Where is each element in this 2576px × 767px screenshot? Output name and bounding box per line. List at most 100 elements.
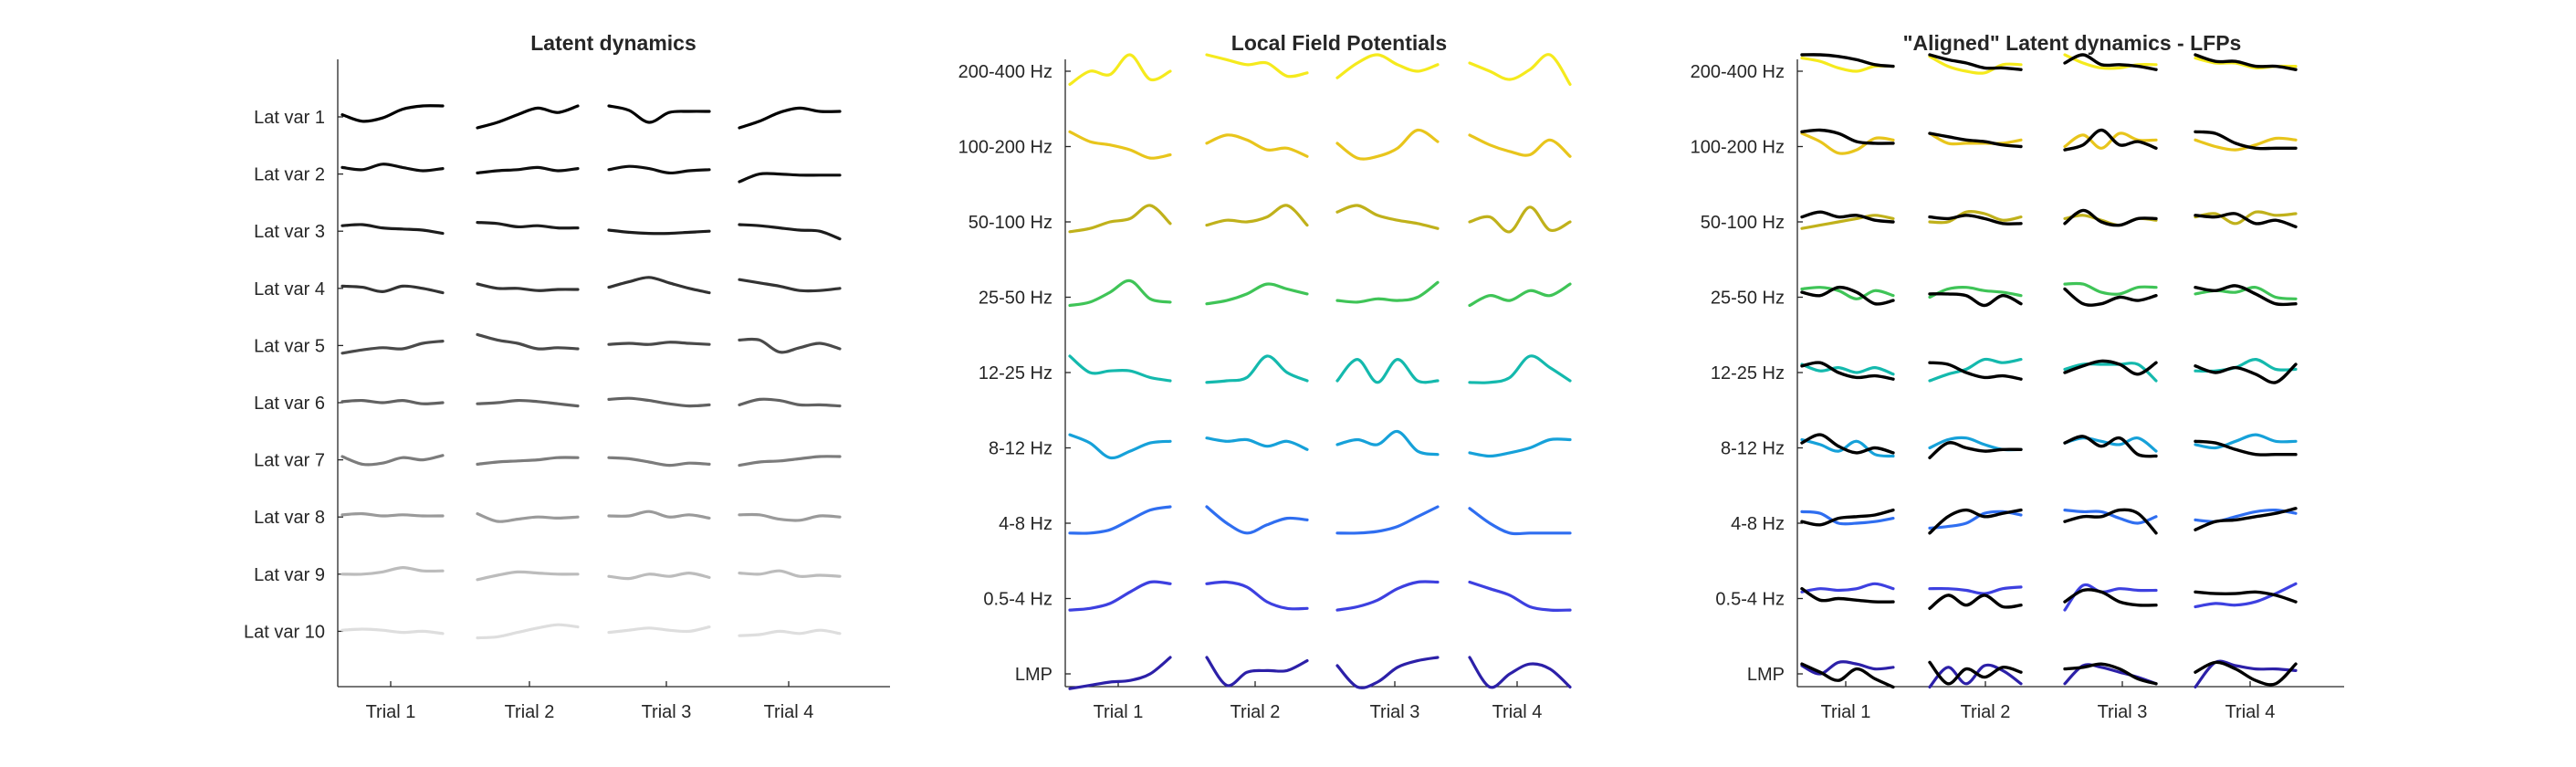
x-tick-label: Trial 1 [1821, 702, 1871, 722]
series-line [340, 627, 445, 636]
series-line [1928, 663, 2023, 688]
aligned-latent-line [2194, 660, 2298, 687]
series-line [476, 165, 580, 174]
aligned-latent-line [2063, 588, 2158, 607]
series-line [1800, 131, 1895, 155]
series-line [738, 337, 842, 354]
series-line [607, 625, 711, 635]
series-line [738, 223, 842, 241]
series-line [1928, 357, 2023, 383]
series-line [1335, 128, 1440, 161]
aligned-latent-line [2063, 359, 2158, 376]
series-line [1800, 362, 1895, 376]
series-line [1335, 358, 1440, 384]
series-line [738, 397, 842, 408]
series-line [1468, 437, 1572, 458]
aligned-latent-line [2063, 435, 2158, 458]
y-tick-label: Lat var 1 [254, 108, 325, 128]
aligned-latent-line [2063, 53, 2158, 71]
aligned-latent-line [2194, 507, 2298, 531]
y-tick-label: Lat var 9 [254, 565, 325, 585]
aligned-latent-line [2194, 284, 2298, 307]
series-line [1335, 429, 1440, 457]
series-line [1468, 205, 1572, 234]
series-line [1928, 585, 2023, 595]
y-tick-label: 100-200 Hz [1691, 138, 1785, 158]
aligned-latent-line [1928, 660, 2023, 686]
series-line [1068, 278, 1172, 308]
series-line [1800, 437, 1895, 458]
series-line [476, 456, 580, 466]
aligned-latent-line [1928, 441, 2023, 459]
series-line [1468, 507, 1572, 536]
y-tick-label: Lat var 4 [254, 279, 325, 299]
series-line [1068, 130, 1172, 160]
series-line [340, 454, 445, 467]
y-tick-label: Lat var 7 [254, 451, 325, 471]
series-line [1468, 282, 1572, 308]
y-tick-label: LMP [1015, 665, 1052, 685]
y-tick-label: 8-12 Hz [1721, 439, 1785, 459]
aligned-latent-line [1928, 508, 2023, 535]
y-tick-label: Lat var 10 [244, 622, 325, 642]
aligned-latent-line [2194, 212, 2298, 229]
series-line [738, 106, 842, 130]
series-line [476, 623, 580, 640]
aligned-latent-line [2063, 287, 2158, 307]
series-line [738, 512, 842, 522]
aligned-latent-line [2063, 662, 2158, 686]
panel-title: Local Field Potentials [1231, 31, 1447, 55]
series-line [340, 340, 445, 355]
series-line [2194, 136, 2298, 152]
panel-1: Latent dynamics Trial 1 Trial 2 Trial 3 Tria… [244, 31, 890, 722]
x-tick-label: Trial 3 [2098, 702, 2148, 722]
series-line [476, 512, 580, 523]
series-line [1335, 580, 1440, 612]
series-line [1468, 656, 1572, 689]
series-line [2063, 583, 2158, 612]
y-tick-label: Lat var 8 [254, 508, 325, 528]
series-line [340, 284, 445, 295]
series-line [1800, 510, 1895, 526]
series-line [340, 104, 445, 123]
aligned-latent-line [1928, 361, 2023, 381]
aligned-latent-line [1928, 131, 2023, 149]
y-tick-label: 4-8 Hz [1731, 514, 1785, 534]
aligned-latent-line [2194, 130, 2298, 151]
series-line [1468, 580, 1572, 612]
series-line [340, 398, 445, 405]
series-line [2063, 362, 2158, 383]
series-line [607, 396, 711, 408]
series-line [476, 398, 580, 408]
series-line [607, 104, 711, 124]
series-line [1068, 505, 1172, 535]
series-line [476, 282, 580, 292]
series-line [1335, 280, 1440, 304]
y-tick-label: 4-8 Hz [999, 514, 1052, 534]
aligned-latent-line [1800, 128, 1895, 145]
x-tick-label: Trial 2 [1961, 702, 2011, 722]
y-tick-label: 12-25 Hz [979, 363, 1052, 384]
y-tick-label: 8-12 Hz [989, 439, 1052, 459]
series-line [1068, 53, 1172, 86]
series-line [2063, 131, 2158, 150]
series-line [1068, 656, 1172, 690]
y-tick-label: Lat var 6 [254, 394, 325, 414]
series-line [607, 341, 711, 346]
aligned-latent-line [1800, 53, 1895, 68]
y-tick-label: 0.5-4 Hz [1715, 590, 1785, 610]
series-line [738, 278, 842, 293]
series-line [476, 104, 580, 130]
series-line [607, 510, 711, 520]
series-line [1205, 354, 1309, 384]
series-line [1068, 204, 1172, 234]
series-line [340, 223, 445, 236]
series-line [607, 228, 711, 236]
series-line [1068, 433, 1172, 460]
series-line [607, 571, 711, 581]
series-line [340, 511, 445, 518]
series-line [1205, 505, 1309, 535]
series-line [1068, 580, 1172, 612]
y-tick-label: Lat var 3 [254, 222, 325, 242]
